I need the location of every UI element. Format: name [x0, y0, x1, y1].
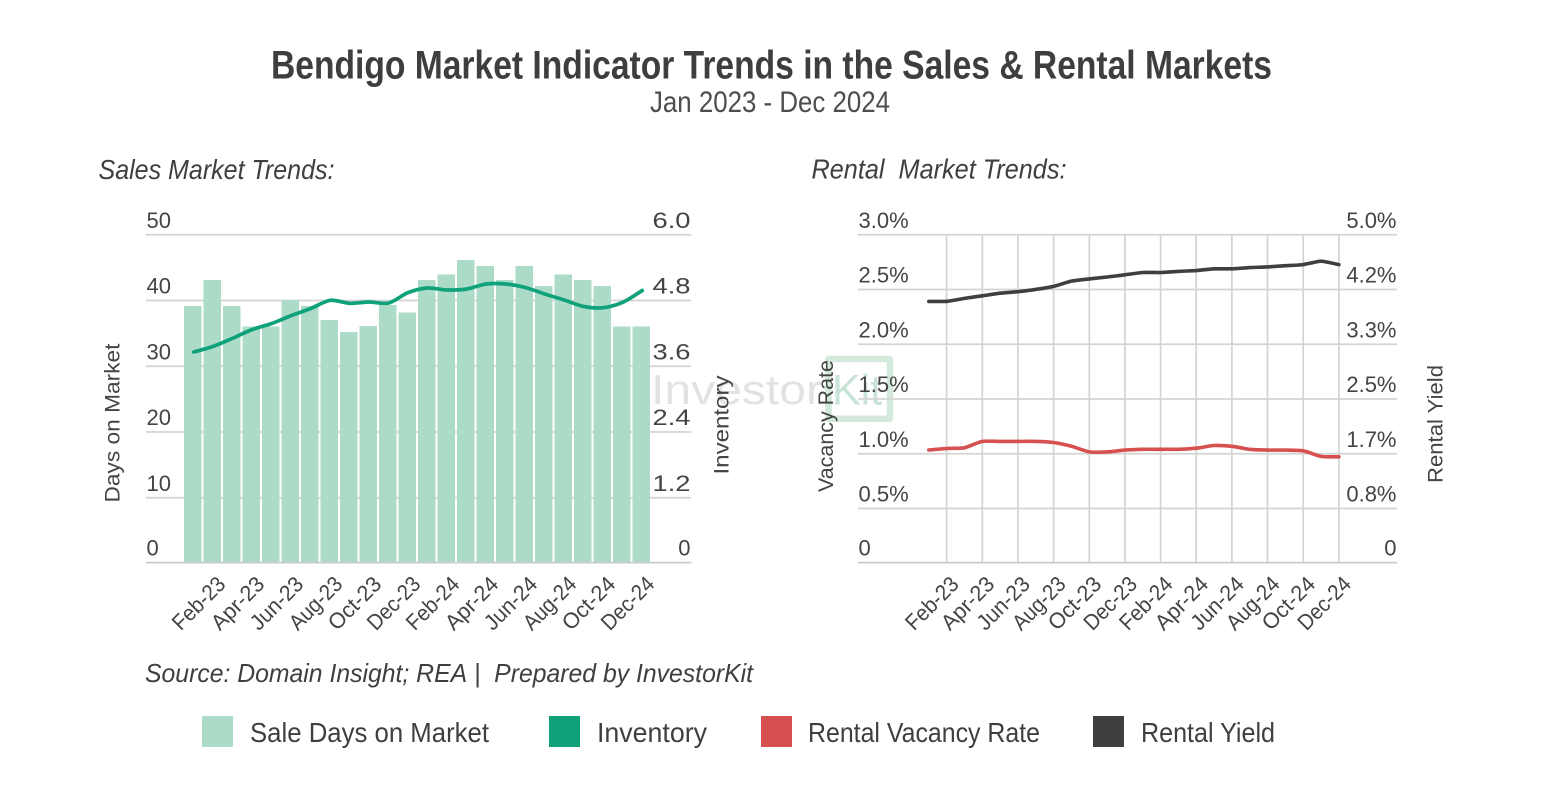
svg-text:1.5%: 1.5% — [859, 372, 909, 397]
svg-text:Rental Yield: Rental Yield — [1141, 717, 1275, 748]
svg-text:Days on Market: Days on Market — [102, 343, 125, 502]
svg-text:3.6: 3.6 — [653, 339, 691, 364]
svg-text:Inventory: Inventory — [597, 717, 707, 748]
svg-text:5.0%: 5.0% — [1346, 208, 1396, 233]
svg-text:50: 50 — [147, 208, 171, 233]
svg-text:Rental Yield: Rental Yield — [1425, 365, 1448, 483]
svg-text:0: 0 — [1384, 536, 1396, 561]
svg-text:10: 10 — [147, 471, 171, 496]
svg-text:2.4: 2.4 — [653, 405, 691, 430]
svg-text:1.7%: 1.7% — [1346, 427, 1396, 452]
svg-text:Vacancy Rate: Vacancy Rate — [815, 360, 838, 492]
svg-text:1.2: 1.2 — [653, 471, 691, 496]
svg-text:Rental Market Trends:: Rental Market Trends: — [812, 154, 1067, 185]
svg-text:Sales Market Trends:: Sales Market Trends: — [99, 154, 335, 185]
svg-text:3.3%: 3.3% — [1346, 317, 1396, 342]
svg-text:Source: Domain Insight; REA |: Source: Domain Insight; REA | Prepared b… — [145, 658, 755, 688]
svg-text:2.5%: 2.5% — [1346, 372, 1396, 397]
svg-text:0: 0 — [678, 536, 690, 561]
svg-text:2.5%: 2.5% — [859, 263, 909, 288]
svg-text:Sale Days on Market: Sale Days on Market — [250, 717, 489, 748]
svg-text:6.0: 6.0 — [653, 208, 691, 233]
svg-text:40: 40 — [147, 274, 171, 299]
svg-text:Bendigo Market Indicator Trend: Bendigo Market Indicator Trends in the S… — [271, 44, 1272, 88]
svg-text:0.8%: 0.8% — [1346, 482, 1396, 507]
svg-text:3.0%: 3.0% — [859, 208, 909, 233]
svg-text:1.0%: 1.0% — [859, 427, 909, 452]
svg-text:4.8: 4.8 — [653, 274, 691, 299]
svg-text:Rental Vacancy Rate: Rental Vacancy Rate — [808, 717, 1040, 748]
svg-text:20: 20 — [147, 405, 171, 430]
svg-text:2.0%: 2.0% — [859, 317, 909, 342]
svg-text:Investor: Investor — [651, 366, 822, 413]
svg-text:4.2%: 4.2% — [1346, 263, 1396, 288]
svg-text:Jan 2023 - Dec 2024: Jan 2023 - Dec 2024 — [650, 86, 890, 119]
svg-text:30: 30 — [147, 339, 171, 364]
svg-text:0.5%: 0.5% — [859, 482, 909, 507]
svg-text:0: 0 — [859, 536, 871, 561]
svg-text:0: 0 — [147, 536, 159, 561]
svg-text:Kit: Kit — [832, 367, 882, 415]
svg-text:Inventory: Inventory — [711, 375, 734, 475]
